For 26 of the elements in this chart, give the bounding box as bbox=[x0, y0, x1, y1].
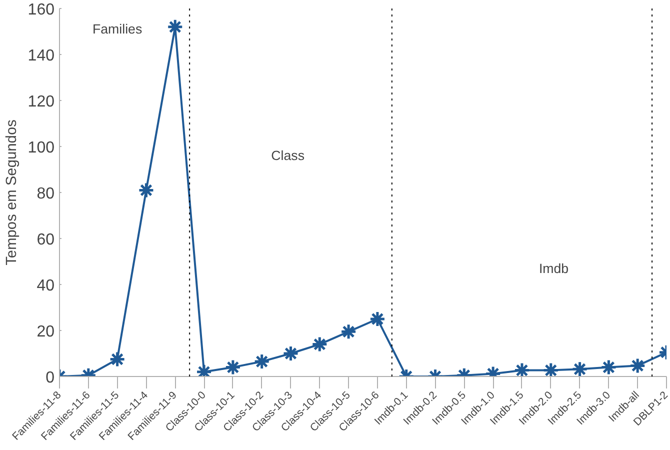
y-axis-title: Tempos em Segundos bbox=[4, 120, 20, 266]
y-tick-label: 60 bbox=[36, 232, 55, 248]
y-tick-label: 40 bbox=[36, 278, 55, 294]
point bbox=[282, 345, 299, 362]
point bbox=[224, 359, 242, 376]
point bbox=[109, 351, 126, 368]
y-tick-label: 140 bbox=[28, 48, 55, 64]
y-tick-label: 100 bbox=[28, 140, 55, 156]
annotation: Class bbox=[271, 148, 305, 164]
point bbox=[600, 359, 617, 376]
point bbox=[311, 336, 328, 353]
y-tick-label: 80 bbox=[36, 186, 55, 202]
y-tick-label: 0 bbox=[46, 370, 55, 386]
point bbox=[629, 357, 646, 374]
y-tick-label: 120 bbox=[28, 94, 55, 110]
point bbox=[542, 362, 560, 376]
y-tick-label: 20 bbox=[36, 324, 55, 340]
annotation: Imdb bbox=[538, 260, 569, 276]
point bbox=[369, 310, 386, 328]
point bbox=[572, 360, 588, 376]
point bbox=[254, 353, 270, 370]
point bbox=[138, 182, 154, 198]
point bbox=[340, 323, 357, 340]
y-tick-label: 160 bbox=[28, 2, 55, 18]
annotation: Families bbox=[92, 22, 142, 37]
point bbox=[514, 362, 530, 376]
